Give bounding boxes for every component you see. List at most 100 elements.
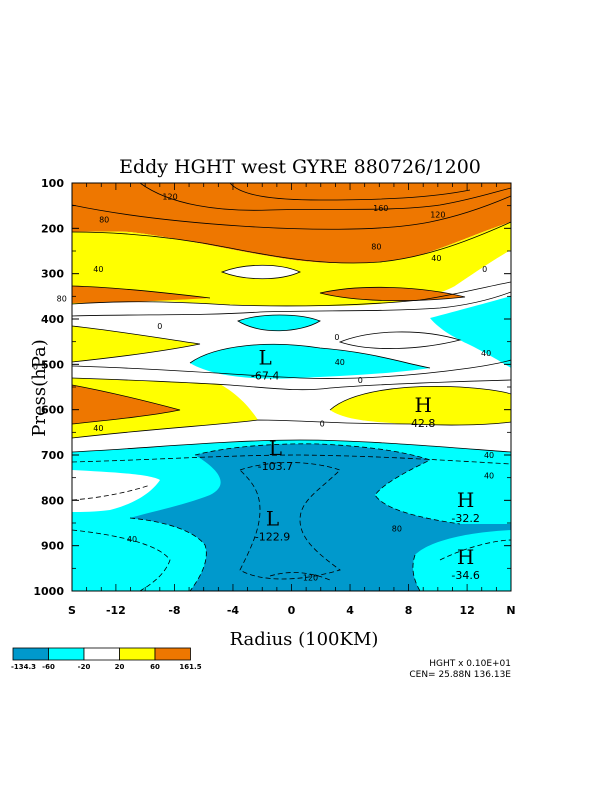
x-tick-label: 8 bbox=[405, 604, 413, 617]
contour-line bbox=[72, 419, 511, 439]
x-tick-label: 0 bbox=[288, 604, 296, 617]
contour-label: 120 bbox=[162, 193, 177, 202]
contour-line bbox=[319, 286, 466, 302]
contour-label: 40 bbox=[481, 349, 491, 358]
contour-line-dashed bbox=[239, 462, 341, 580]
title: Eddy HGHT west GYRE 880726/1200 bbox=[119, 156, 481, 178]
high-marker: H bbox=[414, 393, 431, 417]
x-tick-label: N bbox=[506, 604, 515, 617]
y-tick-label: 1000 bbox=[33, 585, 64, 598]
contour-line bbox=[72, 439, 511, 453]
contour-label: 40 bbox=[93, 424, 103, 433]
chart-title: Eddy HGHT west GYRE 880726/1200 bbox=[119, 156, 481, 178]
colorbar-label: -60 bbox=[42, 663, 55, 671]
y-tick-label: 300 bbox=[41, 268, 64, 281]
axis-ticks bbox=[71, 182, 512, 592]
contour-line bbox=[72, 325, 201, 363]
contour-label: 40 bbox=[93, 265, 103, 274]
contour-label: 0 bbox=[334, 333, 339, 342]
region-yellow-upper bbox=[72, 222, 511, 307]
contour-line-dashed bbox=[269, 572, 331, 581]
y-tick-label: 900 bbox=[41, 540, 64, 553]
contour-line bbox=[72, 281, 511, 307]
contour-line-dashed bbox=[439, 539, 511, 561]
x-tick-label: 12 bbox=[459, 604, 474, 617]
colorbar-label: 161.5 bbox=[179, 663, 201, 671]
x-tick-label: 4 bbox=[346, 604, 354, 617]
contour-label: 80 bbox=[371, 242, 381, 251]
contour-line bbox=[139, 183, 511, 211]
extremum-value: -122.9 bbox=[255, 530, 290, 543]
region-yellow-right bbox=[330, 386, 511, 426]
contour-label: 0 bbox=[320, 419, 325, 428]
region-white-lens bbox=[222, 265, 300, 279]
y-tick-label: 600 bbox=[41, 404, 64, 417]
y-tick-label: 500 bbox=[41, 358, 64, 371]
high-marker: H bbox=[457, 488, 474, 512]
extremum-value: -67.4 bbox=[251, 369, 279, 382]
region-orange-top bbox=[72, 183, 511, 264]
contour-line bbox=[237, 314, 321, 332]
contour-line bbox=[72, 195, 511, 230]
colorbar-label: -134.3 bbox=[11, 663, 36, 671]
x-tick-label: -4 bbox=[227, 604, 240, 617]
y-axis-label: Press(hPa) bbox=[29, 339, 50, 437]
contour-label: 0 bbox=[482, 265, 487, 274]
contour-label: 120 bbox=[303, 573, 318, 582]
colorbar-label: 20 bbox=[115, 663, 125, 671]
contour-label: 80 bbox=[392, 524, 402, 533]
y-tick-label: 200 bbox=[41, 222, 64, 235]
contour-label: 120 bbox=[430, 211, 445, 220]
contour-label: 0 bbox=[358, 376, 363, 385]
region-cyan-mid bbox=[190, 344, 430, 379]
contour-label: 160 bbox=[373, 204, 388, 213]
contour-line-dashed bbox=[129, 517, 207, 591]
region-orange-left bbox=[72, 286, 210, 303]
dashed-contours bbox=[72, 443, 511, 591]
y-tick-label: 100 bbox=[41, 177, 64, 190]
colorbar-label: 60 bbox=[150, 663, 160, 671]
contour-line bbox=[220, 264, 301, 280]
region-white-right bbox=[455, 250, 511, 288]
extremum-value: 42.8 bbox=[411, 417, 436, 430]
extremum-value: -103.7 bbox=[258, 460, 293, 473]
contour-line bbox=[72, 291, 511, 317]
contour-line bbox=[338, 331, 462, 349]
contour-label: 80 bbox=[99, 215, 109, 224]
contour-label: 40 bbox=[484, 451, 494, 460]
colorbar-swatch bbox=[12, 647, 49, 661]
region-blue-core bbox=[130, 443, 511, 591]
contour-line bbox=[72, 285, 211, 299]
contour-line-dashed bbox=[72, 529, 171, 591]
contour-label: 40 bbox=[484, 471, 494, 480]
contour-field bbox=[72, 183, 511, 591]
contour-label: 40 bbox=[127, 535, 137, 544]
contour-label: 40 bbox=[335, 358, 345, 367]
contour-line-dashed bbox=[194, 443, 461, 525]
contour-line-dashed bbox=[72, 454, 511, 465]
x-tick-label: -12 bbox=[106, 604, 126, 617]
region-yellow-left-mid bbox=[72, 326, 200, 362]
contour-line bbox=[229, 183, 471, 201]
y-tick-label: 700 bbox=[41, 449, 64, 462]
low-marker: L bbox=[259, 345, 272, 369]
x-tick-labels: S -12 -8 -4 0 4 8 12 N bbox=[68, 604, 516, 617]
contour-line bbox=[72, 377, 511, 391]
contour-line bbox=[72, 384, 181, 425]
contour-label: 40 bbox=[431, 254, 441, 263]
high-marker: H bbox=[457, 545, 474, 569]
extremum-value: -32.2 bbox=[451, 512, 479, 525]
info-line: CEN= 25.88N 136.13E bbox=[409, 670, 511, 680]
colorbar-swatch bbox=[154, 647, 191, 661]
contour-line bbox=[189, 343, 431, 369]
y-tick-label: 400 bbox=[41, 313, 64, 326]
region-white-low-left bbox=[72, 470, 160, 512]
region-cyan-right-edge bbox=[430, 296, 511, 368]
contour-line-dashed bbox=[412, 554, 421, 591]
x-tick-label: -8 bbox=[168, 604, 180, 617]
contour-label: 80 bbox=[57, 295, 67, 304]
contour-line-dashed bbox=[72, 484, 151, 501]
